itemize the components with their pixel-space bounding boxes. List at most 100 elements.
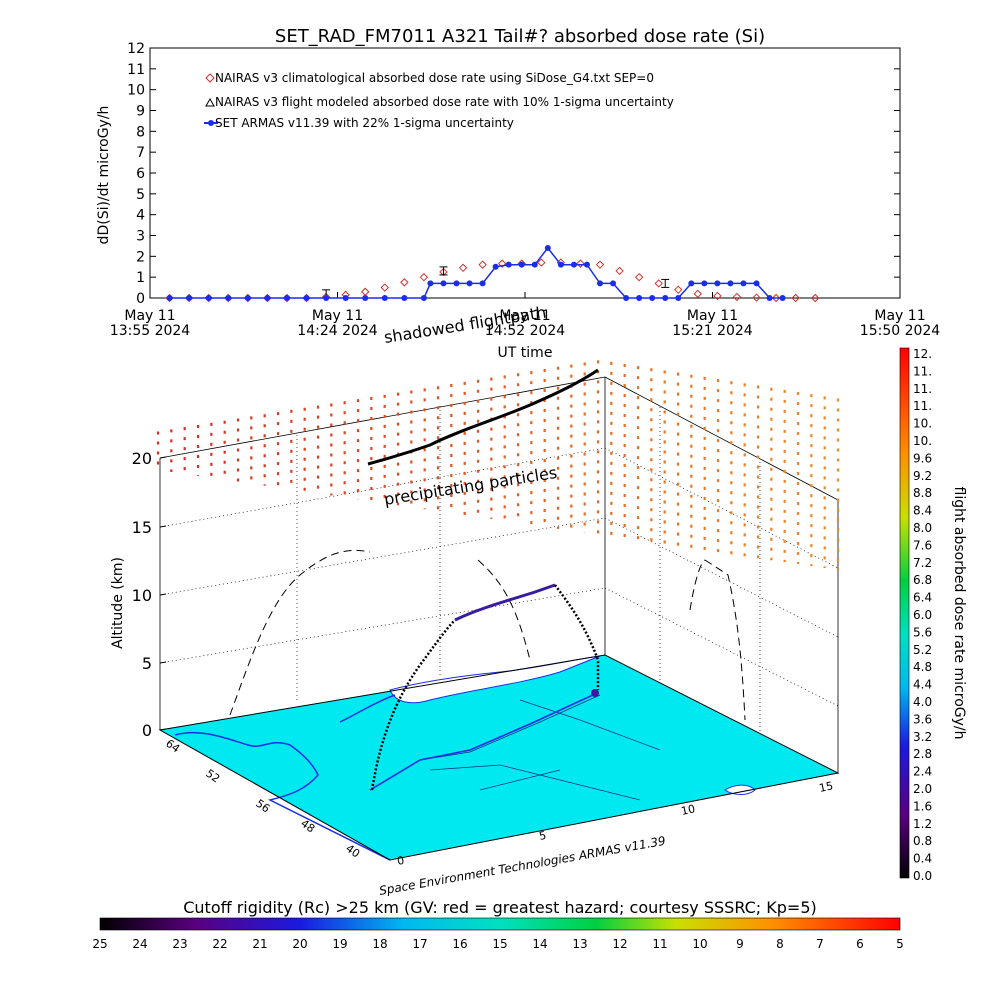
longitude-tick-label: 15 (818, 779, 834, 795)
armas-point (166, 295, 173, 301)
map-frame (158, 654, 840, 861)
nairas-clim-point (595, 260, 605, 269)
dot-marker-icon (208, 120, 214, 126)
x-tick-day: May 11 (499, 308, 550, 324)
nairas-flight-point (439, 266, 448, 276)
coastline (174, 731, 391, 861)
nairas-clim-point (361, 287, 370, 296)
shadow-curve-left (229, 549, 371, 716)
armas-point (323, 295, 330, 301)
shadowed-flightpath-line (367, 368, 599, 466)
nairas-clim-point (674, 285, 683, 294)
armas-point (636, 295, 643, 301)
rigidity-colorbar-tick: 17 (412, 937, 427, 951)
armas-point (570, 261, 577, 268)
x-tick-time: 15:50 2024 (860, 323, 941, 339)
nairas-clim-point (634, 272, 644, 282)
armas-point (740, 280, 747, 287)
latitude-tick-label: 52 (203, 767, 222, 786)
armas-point (597, 280, 603, 287)
rigidity-colorbar-title: Cutoff rigidity (Rc) >25 km (GV: red = g… (183, 898, 817, 917)
y-tick-label: 9 (136, 104, 145, 120)
y-tick-label: 3 (136, 229, 145, 245)
armas-point (531, 261, 538, 268)
rigidity-colorbar-ticks: 25 24 23 22 21 20 19 18 17 16 15 14 13 12 11 10 9 8 7 6 5 (92, 937, 903, 951)
y-tick-label: 8 (136, 124, 145, 140)
annotation-shadowed-flightpath: shadowed flightpath (383, 303, 548, 347)
rigidity-colorbar-tick: 21 (252, 937, 267, 951)
legend-entry-nairas-flight: NAIRAS v3 flight modeled absorbed dose r… (205, 95, 674, 109)
armas-point (766, 295, 773, 301)
y-tick-label: 0 (136, 291, 145, 307)
dose-colorbar-tick: 2.0 (913, 782, 932, 796)
dose-colorbar-tick: 3.6 (913, 712, 932, 726)
plot-frame (149, 47, 901, 299)
dose-colorbar-ticks: 0.0 0.4 0.8 1.2 1.6 2.0 2.4 2.8 3.2 3.6 4.0 4.4 4.8 5… (913, 347, 932, 883)
coastline (339, 694, 396, 723)
nairas-clim-point (693, 289, 703, 299)
dose-colorbar-tick: 10. (913, 417, 932, 431)
y-tick-label: 5 (136, 187, 145, 203)
series-layer (165, 245, 820, 303)
legend-entry-armas: SET ARMAS v11.39 with 22% 1-sigma uncert… (204, 116, 514, 130)
flight-descent (553, 584, 600, 690)
rigidity-colorbar-tick: 18 (372, 937, 387, 951)
armas-point (492, 263, 499, 270)
longitude-tick-label: 10 (680, 802, 696, 818)
nairas-clim-point (537, 258, 546, 267)
dose-colorbar-tick: 8.0 (913, 521, 932, 535)
rigidity-colorbar-tick: 15 (492, 937, 507, 951)
nairas-clim-point (732, 292, 742, 302)
border-line (369, 694, 661, 801)
back-wall (159, 376, 839, 773)
armas-point (342, 295, 349, 301)
terrain-surface (160, 655, 838, 860)
dose-colorbar-tick: 11. (913, 364, 932, 378)
rigidity-colorbar-tick: 22 (212, 937, 227, 951)
dose-colorbar-tick: 1.2 (913, 817, 932, 831)
gridline (604, 517, 839, 638)
altitude-tick-mark (159, 456, 167, 459)
rigidity-colorbar-tick: 9 (736, 937, 744, 951)
dose-colorbar-tick: 0.0 (913, 869, 932, 883)
armas-point (205, 295, 212, 301)
rigidity-colorbar-tick: 8 (776, 937, 784, 951)
dose-colorbar-tick: 4.0 (913, 695, 932, 709)
rigidity-colorbar-tick: 14 (532, 937, 547, 951)
armas-point (727, 280, 734, 287)
rigidity-colorbar-tick: 5 (896, 937, 904, 951)
armas-point (688, 280, 695, 287)
armas-point (466, 280, 473, 287)
rigidity-colorbar-tick: 12 (612, 937, 627, 951)
altitude-tick-label: 5 (142, 654, 152, 673)
armas-point (303, 295, 310, 301)
nairas-clim-point (478, 260, 487, 269)
dose-colorbar-tick: 7.2 (913, 556, 932, 570)
armas-point (362, 295, 369, 301)
x-tick-day: May 11 (874, 308, 925, 324)
armas-point (264, 295, 271, 301)
nairas-clim-point (400, 278, 409, 287)
ground-map (158, 654, 840, 861)
armas-point (244, 295, 251, 301)
x-tick-day: May 11 (687, 308, 738, 324)
legend-entry-nairas-climatological: NAIRAS v3 climatological absorbed dose r… (205, 71, 654, 85)
armas-point (420, 295, 427, 301)
legend-label: NAIRAS v3 climatological absorbed dose r… (215, 71, 654, 85)
nairas-clim-point (576, 259, 585, 268)
gridline (159, 587, 606, 664)
dose-colorbar-tick: 6.0 (913, 608, 932, 622)
armas-point (401, 295, 408, 301)
x-tick-day: May 11 (312, 308, 363, 324)
arrival-point (591, 689, 599, 697)
legend: NAIRAS v3 climatological absorbed dose r… (204, 71, 674, 130)
precipitating-particles (156, 360, 840, 570)
armas-point (623, 295, 630, 301)
armas-point (610, 280, 617, 287)
nairas-clim-point (458, 263, 468, 272)
legend-label: NAIRAS v3 flight modeled absorbed dose r… (215, 95, 674, 109)
armas-point (714, 280, 721, 287)
